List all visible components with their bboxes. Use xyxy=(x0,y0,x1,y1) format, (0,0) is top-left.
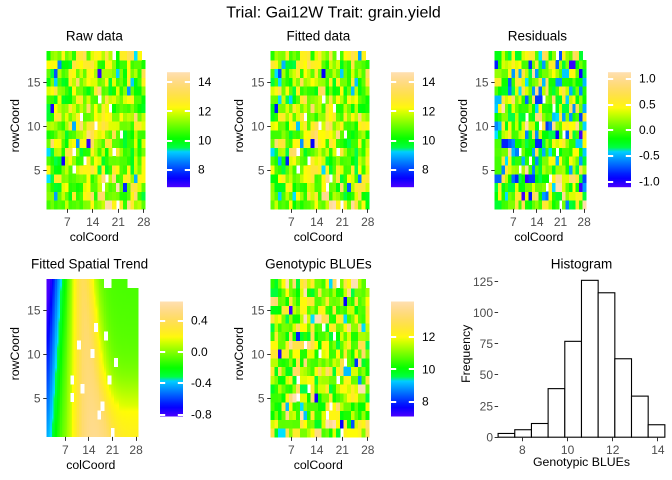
svg-text:-0.5: -0.5 xyxy=(639,149,660,163)
svg-text:15: 15 xyxy=(251,76,265,90)
svg-text:28: 28 xyxy=(577,215,591,229)
svg-text:7: 7 xyxy=(62,443,69,457)
svg-text:7: 7 xyxy=(510,215,517,229)
svg-text:14: 14 xyxy=(82,443,96,457)
svg-text:14: 14 xyxy=(530,215,544,229)
svg-text:21: 21 xyxy=(112,215,126,229)
svg-text:14: 14 xyxy=(422,75,436,89)
svg-text:Genotypic BLUEs: Genotypic BLUEs xyxy=(265,257,372,272)
svg-text:100: 100 xyxy=(473,306,493,320)
svg-text:colCoord: colCoord xyxy=(70,230,119,244)
svg-text:rowCoord: rowCoord xyxy=(456,99,470,152)
svg-text:0: 0 xyxy=(486,431,493,445)
svg-text:5: 5 xyxy=(258,391,265,405)
svg-text:-0.8: -0.8 xyxy=(191,408,212,422)
svg-text:10: 10 xyxy=(422,362,436,376)
svg-text:5: 5 xyxy=(482,163,489,177)
svg-text:28: 28 xyxy=(361,443,375,457)
svg-text:8: 8 xyxy=(519,443,526,457)
svg-text:12: 12 xyxy=(198,104,212,118)
svg-text:rowCoord: rowCoord xyxy=(8,327,22,380)
svg-text:25: 25 xyxy=(480,399,494,413)
svg-text:50: 50 xyxy=(480,368,494,382)
svg-text:Genotypic BLUEs: Genotypic BLUEs xyxy=(533,455,630,469)
svg-text:colCoord: colCoord xyxy=(294,230,343,244)
svg-text:15: 15 xyxy=(251,304,265,318)
svg-text:8: 8 xyxy=(422,394,429,408)
svg-text:10: 10 xyxy=(198,133,212,147)
svg-text:7: 7 xyxy=(288,443,295,457)
svg-text:colCoord: colCoord xyxy=(66,458,115,472)
svg-text:12: 12 xyxy=(422,330,436,344)
svg-text:rowCoord: rowCoord xyxy=(232,327,246,380)
svg-text:7: 7 xyxy=(64,215,71,229)
svg-text:14: 14 xyxy=(198,75,212,89)
svg-text:Histogram: Histogram xyxy=(551,257,613,272)
svg-text:-0.4: -0.4 xyxy=(191,376,212,390)
svg-text:10: 10 xyxy=(27,348,41,362)
svg-text:5: 5 xyxy=(34,391,41,405)
svg-text:0.4: 0.4 xyxy=(191,314,208,328)
svg-text:21: 21 xyxy=(554,215,568,229)
svg-text:14: 14 xyxy=(86,215,100,229)
svg-text:1.0: 1.0 xyxy=(639,72,656,86)
svg-text:10: 10 xyxy=(475,120,489,134)
svg-text:28: 28 xyxy=(137,215,151,229)
svg-text:10: 10 xyxy=(561,443,575,457)
svg-text:0.0: 0.0 xyxy=(639,123,656,137)
svg-text:Frequency: Frequency xyxy=(459,324,473,383)
svg-text:Fitted Spatial Trend: Fitted Spatial Trend xyxy=(31,257,148,272)
svg-text:12: 12 xyxy=(606,443,620,457)
svg-text:10: 10 xyxy=(251,120,265,134)
svg-text:14: 14 xyxy=(310,443,324,457)
svg-text:21: 21 xyxy=(336,215,350,229)
svg-text:5: 5 xyxy=(258,163,265,177)
svg-text:rowCoord: rowCoord xyxy=(232,99,246,152)
svg-text:8: 8 xyxy=(422,163,429,177)
svg-text:12: 12 xyxy=(422,104,436,118)
svg-text:75: 75 xyxy=(480,337,494,351)
svg-text:28: 28 xyxy=(361,215,375,229)
svg-text:10: 10 xyxy=(27,120,41,134)
svg-text:28: 28 xyxy=(129,443,143,457)
svg-text:colCoord: colCoord xyxy=(294,458,343,472)
svg-text:colCoord: colCoord xyxy=(514,230,563,244)
svg-text:15: 15 xyxy=(27,76,41,90)
svg-text:5: 5 xyxy=(34,163,41,177)
svg-text:15: 15 xyxy=(475,76,489,90)
svg-text:15: 15 xyxy=(27,304,41,318)
svg-text:14: 14 xyxy=(651,443,665,457)
svg-text:rowCoord: rowCoord xyxy=(8,99,22,152)
svg-text:10: 10 xyxy=(422,133,436,147)
svg-text:10: 10 xyxy=(251,348,265,362)
svg-text:8: 8 xyxy=(198,163,205,177)
svg-text:21: 21 xyxy=(336,443,350,457)
svg-text:Raw data: Raw data xyxy=(66,29,124,44)
svg-text:-1.0: -1.0 xyxy=(639,174,660,188)
svg-text:Fitted data: Fitted data xyxy=(287,29,351,44)
svg-text:Trial: Gai12W Trait: grain.yie: Trial: Gai12W Trait: grain.yield xyxy=(226,4,441,21)
svg-text:21: 21 xyxy=(106,443,120,457)
svg-text:Residuals: Residuals xyxy=(508,29,568,44)
svg-text:14: 14 xyxy=(310,215,324,229)
svg-text:0.5: 0.5 xyxy=(639,97,656,111)
svg-text:0.0: 0.0 xyxy=(191,345,208,359)
svg-text:125: 125 xyxy=(473,275,493,289)
svg-text:7: 7 xyxy=(288,215,295,229)
